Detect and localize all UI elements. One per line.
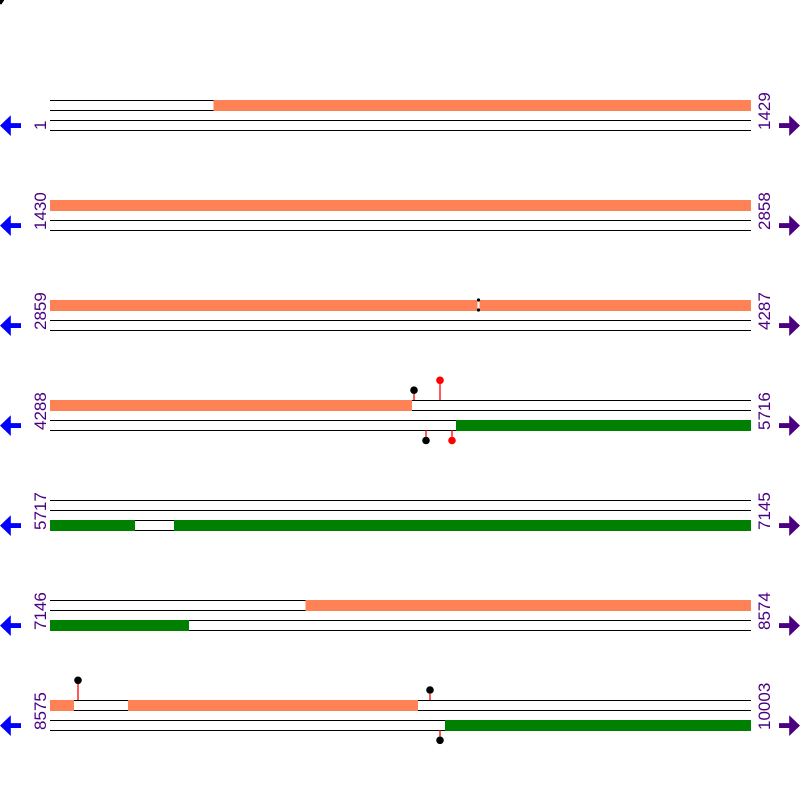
svg-text:8575: 8575 [31, 692, 50, 730]
svg-text:4287: 4287 [755, 292, 774, 330]
svg-text:2858: 2858 [755, 192, 774, 230]
svg-text:4288: 4288 [31, 392, 50, 430]
svg-text:7146: 7146 [31, 592, 50, 630]
svg-text:10003: 10003 [755, 683, 774, 730]
svg-text:2859: 2859 [31, 292, 50, 330]
svg-text:8574: 8574 [755, 592, 774, 630]
svg-text:7145: 7145 [755, 492, 774, 530]
svg-text:1429: 1429 [755, 92, 774, 130]
svg-text:1: 1 [31, 121, 50, 130]
svg-text:5717: 5717 [31, 492, 50, 530]
svg-text:5716: 5716 [755, 392, 774, 430]
svg-text:1430: 1430 [31, 192, 50, 230]
